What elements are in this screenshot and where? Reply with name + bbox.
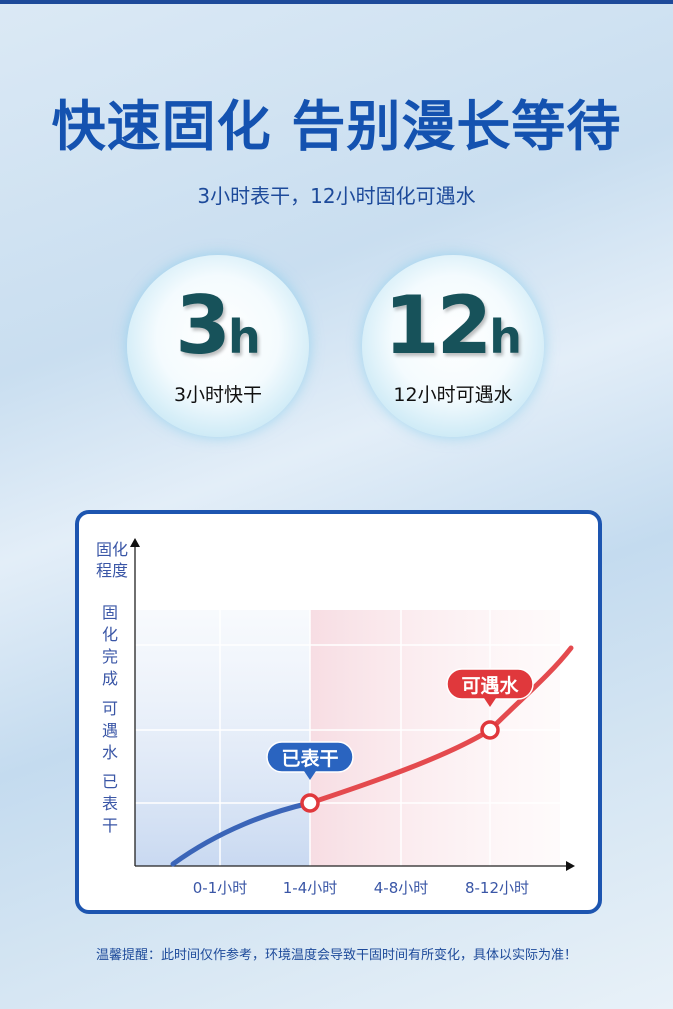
y-level-label: 可遇水 (102, 699, 118, 762)
bubble-unit: h (489, 310, 523, 364)
data-point (480, 720, 500, 740)
callout-pointer (484, 698, 496, 707)
tip-note: 温馨提醒：此时间仅作参考，环境温度会导致干固时间有所变化，具体以实际为准！ (95, 948, 577, 963)
y-level-label: 固化完成 (102, 603, 118, 688)
bubble-caption: 12小时可遇水 (393, 384, 513, 406)
bubble-unit: h (227, 310, 261, 364)
x-tick-label: 0-1小时 (193, 879, 248, 897)
curve-early (170, 800, 313, 867)
subtitle: 3小时表干，12小时固化可遇水 (197, 184, 476, 208)
page-title: 快速固化 告别漫长等待 (51, 95, 622, 158)
x-tick-label: 8-12小时 (465, 879, 529, 897)
y-level-label: 已表干 (102, 772, 118, 835)
bubble-3h: 3h 3小时快干 (127, 255, 309, 437)
bubble-value: 12 (383, 279, 492, 372)
callout-pointer (304, 771, 316, 780)
bubble-12h: 12h 12小时可遇水 (362, 255, 544, 437)
shade-late (310, 610, 560, 866)
y-axis-arrow (130, 538, 140, 547)
callout-label: 可遇水 (461, 675, 519, 697)
y-axis-title: 固化程度 (96, 540, 128, 580)
x-axis-arrow (566, 861, 575, 871)
shade-early (135, 610, 310, 866)
bubble-caption: 3小时快干 (173, 384, 263, 406)
top-bar (0, 0, 673, 4)
x-tick-label: 4-8小时 (374, 879, 429, 897)
bubble-value: 3 (175, 279, 231, 372)
callout-label: 已表干 (281, 747, 338, 770)
data-point (300, 793, 320, 813)
x-tick-label: 1-4小时 (283, 879, 338, 897)
